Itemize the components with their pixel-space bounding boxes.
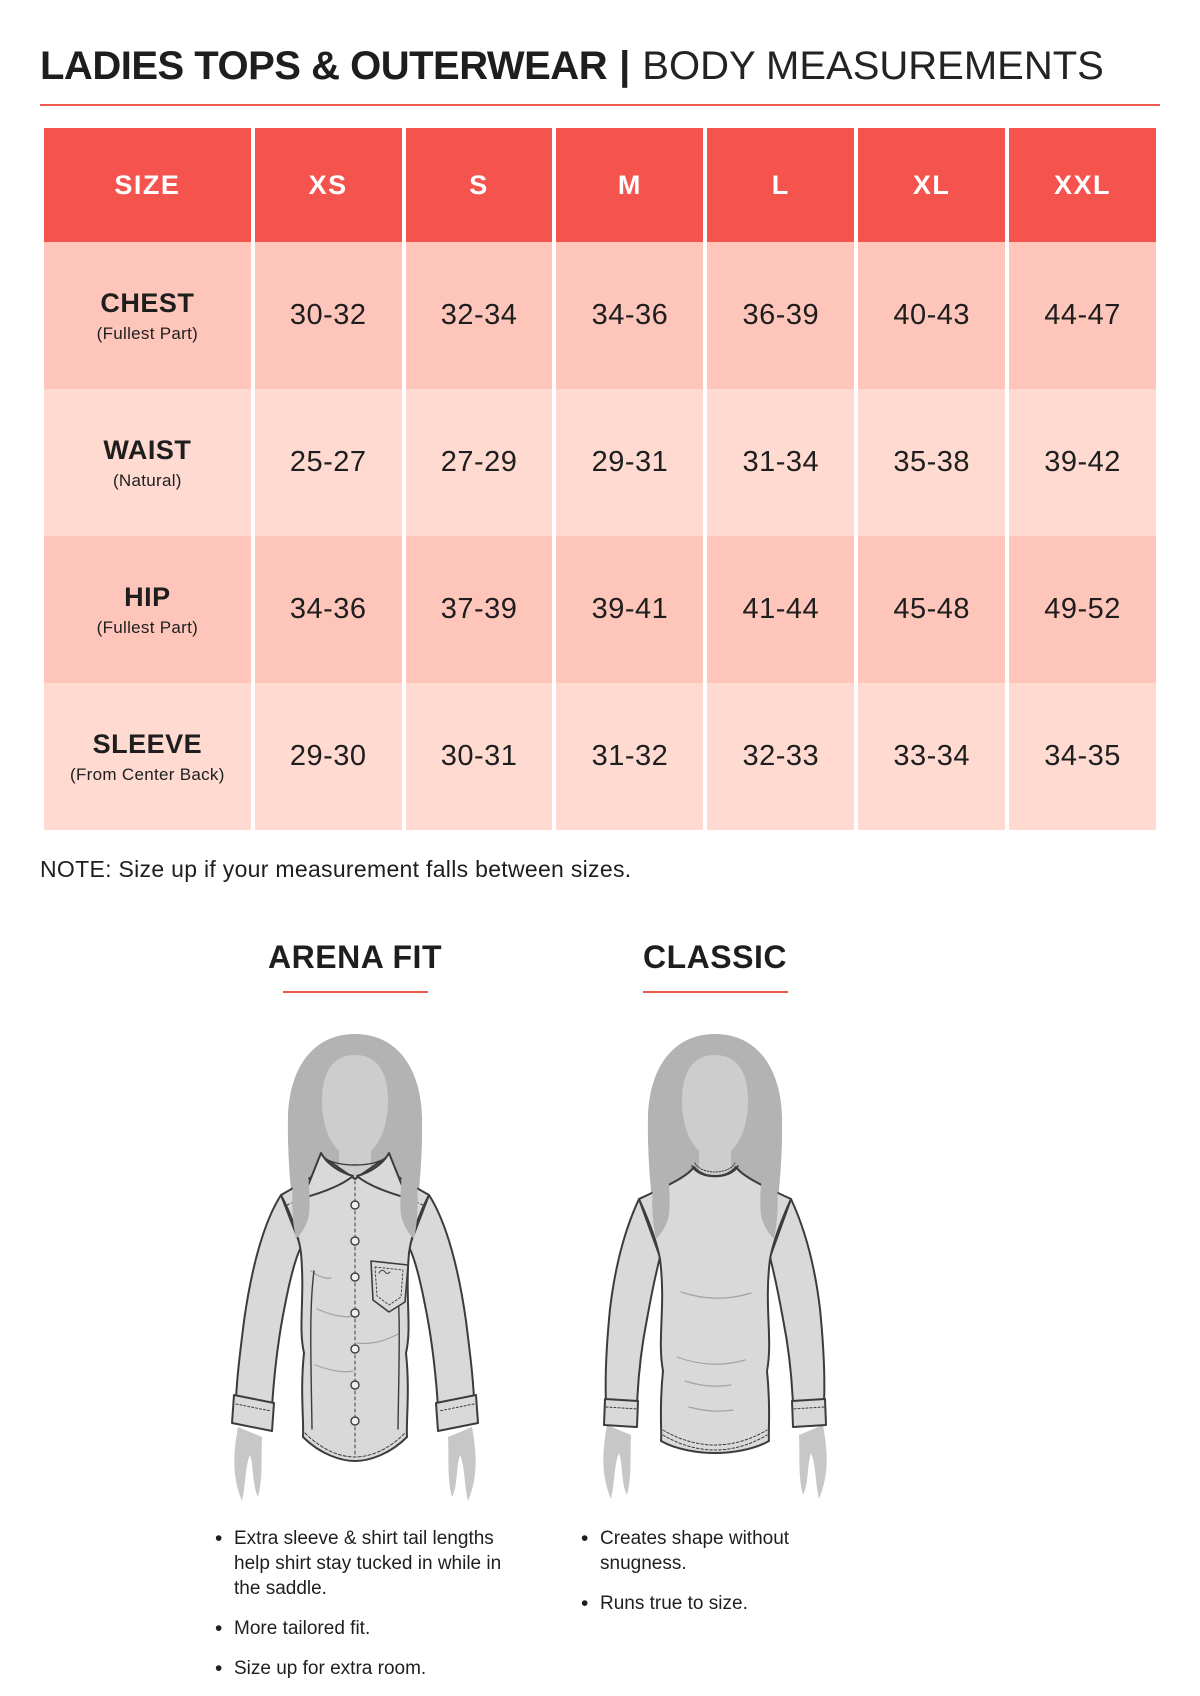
measurement-value-cell: 36-39 [707, 242, 855, 389]
size-chart-table: SIZE XS S M L XL XXL CHEST (Fullest Part… [40, 128, 1160, 830]
measurement-value-cell: 34-36 [556, 242, 704, 389]
measurement-value-cell: 30-31 [405, 683, 553, 830]
measurement-row-waist: WAIST (Natural) 25-27 27-29 29-31 31-34 … [44, 389, 1156, 536]
column-header-xs: XS [254, 128, 402, 242]
fit-heading-underline [282, 991, 428, 993]
measurement-row-chest: CHEST (Fullest Part) 30-32 32-34 34-36 3… [44, 242, 1156, 389]
row-label: HIP [124, 581, 171, 612]
column-header-m: M [556, 128, 704, 242]
fit-column-arena: ARENA FIT [185, 939, 525, 1696]
measurement-value-cell: 27-29 [405, 389, 553, 536]
measurement-value-cell: 35-38 [858, 389, 1006, 536]
measurement-value-cell: 34-35 [1009, 683, 1156, 830]
measurement-value-cell: 37-39 [405, 536, 553, 683]
measurement-value-cell: 29-30 [254, 683, 402, 830]
page-title-separator: | [619, 44, 631, 88]
button-up-shirt-illustration [231, 1034, 479, 1501]
measurement-value-cell: 49-52 [1009, 536, 1156, 683]
measurement-value-cell: 45-48 [858, 536, 1006, 683]
bullet-item: Creates shape without snugness. [581, 1525, 818, 1576]
measurement-value-cell: 39-41 [556, 536, 704, 683]
page-title-bold: LADIES TOPS & OUTERWEAR [40, 44, 608, 88]
fit-comparison-section: ARENA FIT [40, 939, 1160, 1696]
bullet-item: More tailored fit. [215, 1615, 525, 1643]
bullet-item: Extra sleeve & shirt tail lengths help s… [215, 1525, 525, 1601]
fit-heading-classic: CLASSIC [643, 939, 787, 975]
measurement-value-cell: 34-36 [254, 536, 402, 683]
bullet-text: Size up for extra room. [234, 1658, 427, 1680]
measurement-value-cell: 39-42 [1009, 389, 1156, 536]
measurement-value-cell: 25-27 [254, 389, 402, 536]
fit-heading-arena: ARENA FIT [268, 939, 442, 975]
fit-heading-underline [642, 991, 788, 993]
measurement-row-hip: HIP (Fullest Part) 34-36 37-39 39-41 41-… [44, 536, 1156, 683]
fit-column-classic: CLASSIC [545, 939, 885, 1696]
page-title: LADIES TOPS & OUTERWEAR | BODY MEASUREMENT… [40, 44, 1160, 88]
row-label: CHEST [100, 287, 195, 318]
bullet-text: Runs true to size. [600, 1593, 748, 1615]
arena-fit-figure [185, 1009, 525, 1514]
measurement-value-cell: 29-31 [556, 389, 704, 536]
row-sublabel: (From Center Back) [70, 764, 225, 784]
row-header-hip: HIP (Fullest Part) [44, 536, 251, 683]
measurement-value-cell: 31-34 [707, 389, 855, 536]
crew-neck-top-illustration [603, 1034, 827, 1499]
bullet-item: Size up for extra room. [215, 1655, 525, 1683]
measurement-value-cell: 32-33 [707, 683, 855, 830]
column-header-l: L [707, 128, 855, 242]
column-header-xxl: XXL [1009, 128, 1156, 242]
classic-fit-figure [545, 1009, 885, 1514]
measurement-value-cell: 31-32 [556, 683, 704, 830]
column-header-xl: XL [858, 128, 1006, 242]
sizing-note: NOTE: Size up if your measurement falls … [40, 856, 632, 882]
row-sublabel: (Fullest Part) [96, 617, 199, 637]
measurement-value-cell: 30-32 [254, 242, 402, 389]
measurement-value-cell: 44-47 [1009, 242, 1156, 389]
bullet-text: Extra sleeve & shirt tail lengths help s… [234, 1528, 502, 1600]
row-sublabel: (Fullest Part) [96, 323, 199, 343]
arena-fit-bullet-list: Extra sleeve & shirt tail lengths help s… [185, 1525, 525, 1683]
bullet-text: Creates shape without snugness. [600, 1528, 790, 1575]
row-header-sleeve: SLEEVE (From Center Back) [44, 683, 251, 830]
column-header-s: S [405, 128, 553, 242]
bullet-text: More tailored fit. [234, 1618, 371, 1640]
bullet-item: Runs true to size. [581, 1590, 818, 1618]
title-underline [40, 104, 1160, 106]
measurement-value-cell: 33-34 [858, 683, 1006, 830]
row-header-waist: WAIST (Natural) [44, 389, 251, 536]
measurement-row-sleeve: SLEEVE (From Center Back) 29-30 30-31 31… [44, 683, 1156, 830]
classic-fit-bullet-list: Creates shape without snugness. Runs tru… [545, 1525, 885, 1618]
size-chart-header-row: SIZE XS S M L XL XXL [44, 128, 1156, 242]
column-header-size: SIZE [44, 128, 251, 242]
measurement-value-cell: 40-43 [858, 242, 1006, 389]
measurement-value-cell: 41-44 [707, 536, 855, 683]
row-sublabel: (Natural) [112, 470, 182, 490]
row-label: WAIST [103, 434, 192, 465]
measurement-value-cell: 32-34 [405, 242, 553, 389]
row-label: SLEEVE [92, 728, 203, 759]
page-title-regular: BODY MEASUREMENTS [642, 44, 1104, 88]
row-header-chest: CHEST (Fullest Part) [44, 242, 251, 389]
